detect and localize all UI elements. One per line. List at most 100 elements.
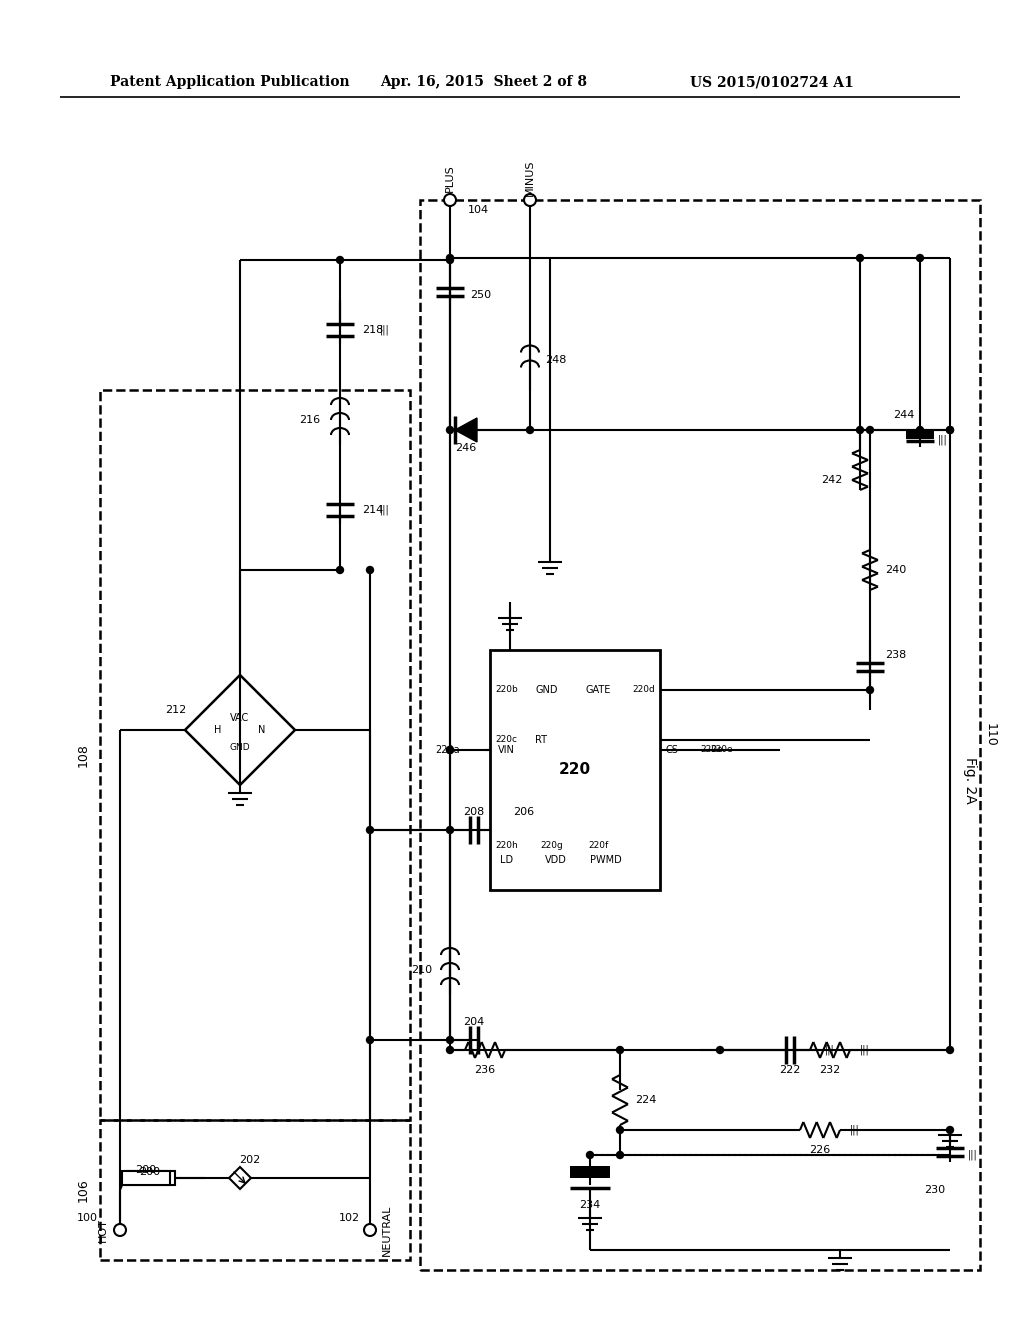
Text: GATE: GATE bbox=[585, 685, 610, 696]
Text: 102: 102 bbox=[339, 1213, 360, 1224]
Text: 220e: 220e bbox=[700, 746, 723, 755]
Bar bbox=[906, 432, 934, 440]
Circle shape bbox=[446, 747, 454, 754]
Text: LD: LD bbox=[500, 855, 513, 865]
Text: 200: 200 bbox=[139, 1167, 161, 1177]
Text: Apr. 16, 2015  Sheet 2 of 8: Apr. 16, 2015 Sheet 2 of 8 bbox=[380, 75, 587, 88]
Text: 248: 248 bbox=[545, 355, 566, 366]
Text: GND: GND bbox=[229, 743, 250, 752]
Circle shape bbox=[337, 256, 343, 264]
Text: RT: RT bbox=[535, 735, 547, 744]
Circle shape bbox=[446, 1047, 454, 1053]
Circle shape bbox=[616, 1151, 624, 1159]
Text: 236: 236 bbox=[474, 1065, 496, 1074]
Circle shape bbox=[587, 1151, 594, 1159]
Text: |||: ||| bbox=[938, 434, 948, 445]
Text: HOT: HOT bbox=[98, 1218, 108, 1242]
Text: 244: 244 bbox=[894, 411, 915, 420]
Circle shape bbox=[446, 256, 454, 264]
Circle shape bbox=[916, 255, 924, 261]
Text: CS: CS bbox=[665, 744, 678, 755]
Circle shape bbox=[446, 426, 454, 433]
Text: PWMD: PWMD bbox=[590, 855, 622, 865]
Circle shape bbox=[616, 1126, 624, 1134]
Bar bbox=[490, 649, 660, 890]
Text: US 2015/0102724 A1: US 2015/0102724 A1 bbox=[690, 75, 854, 88]
Text: 224: 224 bbox=[635, 1096, 656, 1105]
Bar bbox=[100, 1119, 410, 1261]
Circle shape bbox=[717, 1047, 724, 1053]
Text: 220: 220 bbox=[559, 763, 591, 777]
Circle shape bbox=[446, 1036, 454, 1044]
Text: 242: 242 bbox=[820, 475, 842, 484]
Text: 238: 238 bbox=[885, 649, 906, 660]
Text: 220a: 220a bbox=[435, 744, 460, 755]
Text: 208: 208 bbox=[464, 807, 484, 817]
Text: 218: 218 bbox=[362, 325, 383, 335]
Text: MINUS: MINUS bbox=[525, 160, 535, 197]
Text: 100: 100 bbox=[77, 1213, 98, 1224]
Circle shape bbox=[616, 1047, 624, 1053]
Text: 216: 216 bbox=[299, 414, 319, 425]
Bar bbox=[420, 201, 980, 1270]
Text: |||: ||| bbox=[380, 504, 390, 515]
Bar bbox=[122, 1171, 170, 1185]
Text: 104: 104 bbox=[468, 205, 489, 215]
Circle shape bbox=[946, 426, 953, 433]
Text: 220c: 220c bbox=[495, 735, 517, 744]
Circle shape bbox=[444, 194, 456, 206]
Circle shape bbox=[367, 566, 374, 573]
Text: 240: 240 bbox=[885, 565, 906, 576]
Text: 214: 214 bbox=[362, 506, 383, 515]
Polygon shape bbox=[455, 418, 477, 442]
Text: 230: 230 bbox=[924, 1185, 945, 1195]
Text: 210: 210 bbox=[411, 965, 432, 975]
Text: |||: ||| bbox=[380, 325, 390, 335]
Circle shape bbox=[364, 1224, 376, 1236]
Text: 206: 206 bbox=[513, 807, 535, 817]
Text: 220f: 220f bbox=[588, 841, 608, 850]
Circle shape bbox=[856, 426, 863, 433]
Circle shape bbox=[446, 747, 454, 754]
Circle shape bbox=[337, 566, 343, 573]
Circle shape bbox=[866, 426, 873, 433]
Text: 106: 106 bbox=[77, 1179, 89, 1203]
Text: 220h: 220h bbox=[495, 841, 518, 850]
Text: 220e: 220e bbox=[710, 746, 732, 755]
Text: VAC: VAC bbox=[230, 713, 250, 723]
Text: GND: GND bbox=[535, 685, 557, 696]
Text: VIN: VIN bbox=[498, 744, 515, 755]
Text: Fig. 2A: Fig. 2A bbox=[963, 756, 977, 804]
Text: 108: 108 bbox=[77, 743, 89, 767]
Text: PLUS: PLUS bbox=[445, 164, 455, 191]
Text: 222: 222 bbox=[779, 1065, 801, 1074]
Circle shape bbox=[446, 826, 454, 833]
Circle shape bbox=[866, 686, 873, 693]
Text: 220d: 220d bbox=[632, 685, 655, 694]
Text: |||: ||| bbox=[860, 1044, 869, 1055]
Text: |||: ||| bbox=[825, 1044, 835, 1055]
Text: 226: 226 bbox=[809, 1144, 830, 1155]
Circle shape bbox=[367, 1036, 374, 1044]
Circle shape bbox=[946, 1126, 953, 1134]
Text: 234: 234 bbox=[580, 1200, 601, 1210]
Text: 220b: 220b bbox=[495, 685, 518, 694]
Circle shape bbox=[446, 255, 454, 261]
Circle shape bbox=[856, 255, 863, 261]
Circle shape bbox=[946, 1047, 953, 1053]
Bar bbox=[125, 1171, 175, 1185]
Circle shape bbox=[526, 426, 534, 433]
Text: NEUTRAL: NEUTRAL bbox=[382, 1204, 392, 1255]
Text: VDD: VDD bbox=[545, 855, 567, 865]
Text: |||: ||| bbox=[850, 1125, 860, 1135]
Circle shape bbox=[114, 1224, 126, 1236]
Circle shape bbox=[946, 426, 953, 433]
Text: |||: ||| bbox=[968, 1150, 978, 1160]
Circle shape bbox=[524, 194, 536, 206]
Text: 232: 232 bbox=[819, 1065, 841, 1074]
Circle shape bbox=[367, 826, 374, 833]
Text: Patent Application Publication: Patent Application Publication bbox=[110, 75, 349, 88]
Bar bbox=[570, 1166, 610, 1177]
Bar bbox=[100, 389, 410, 1119]
Text: 246: 246 bbox=[455, 444, 476, 453]
